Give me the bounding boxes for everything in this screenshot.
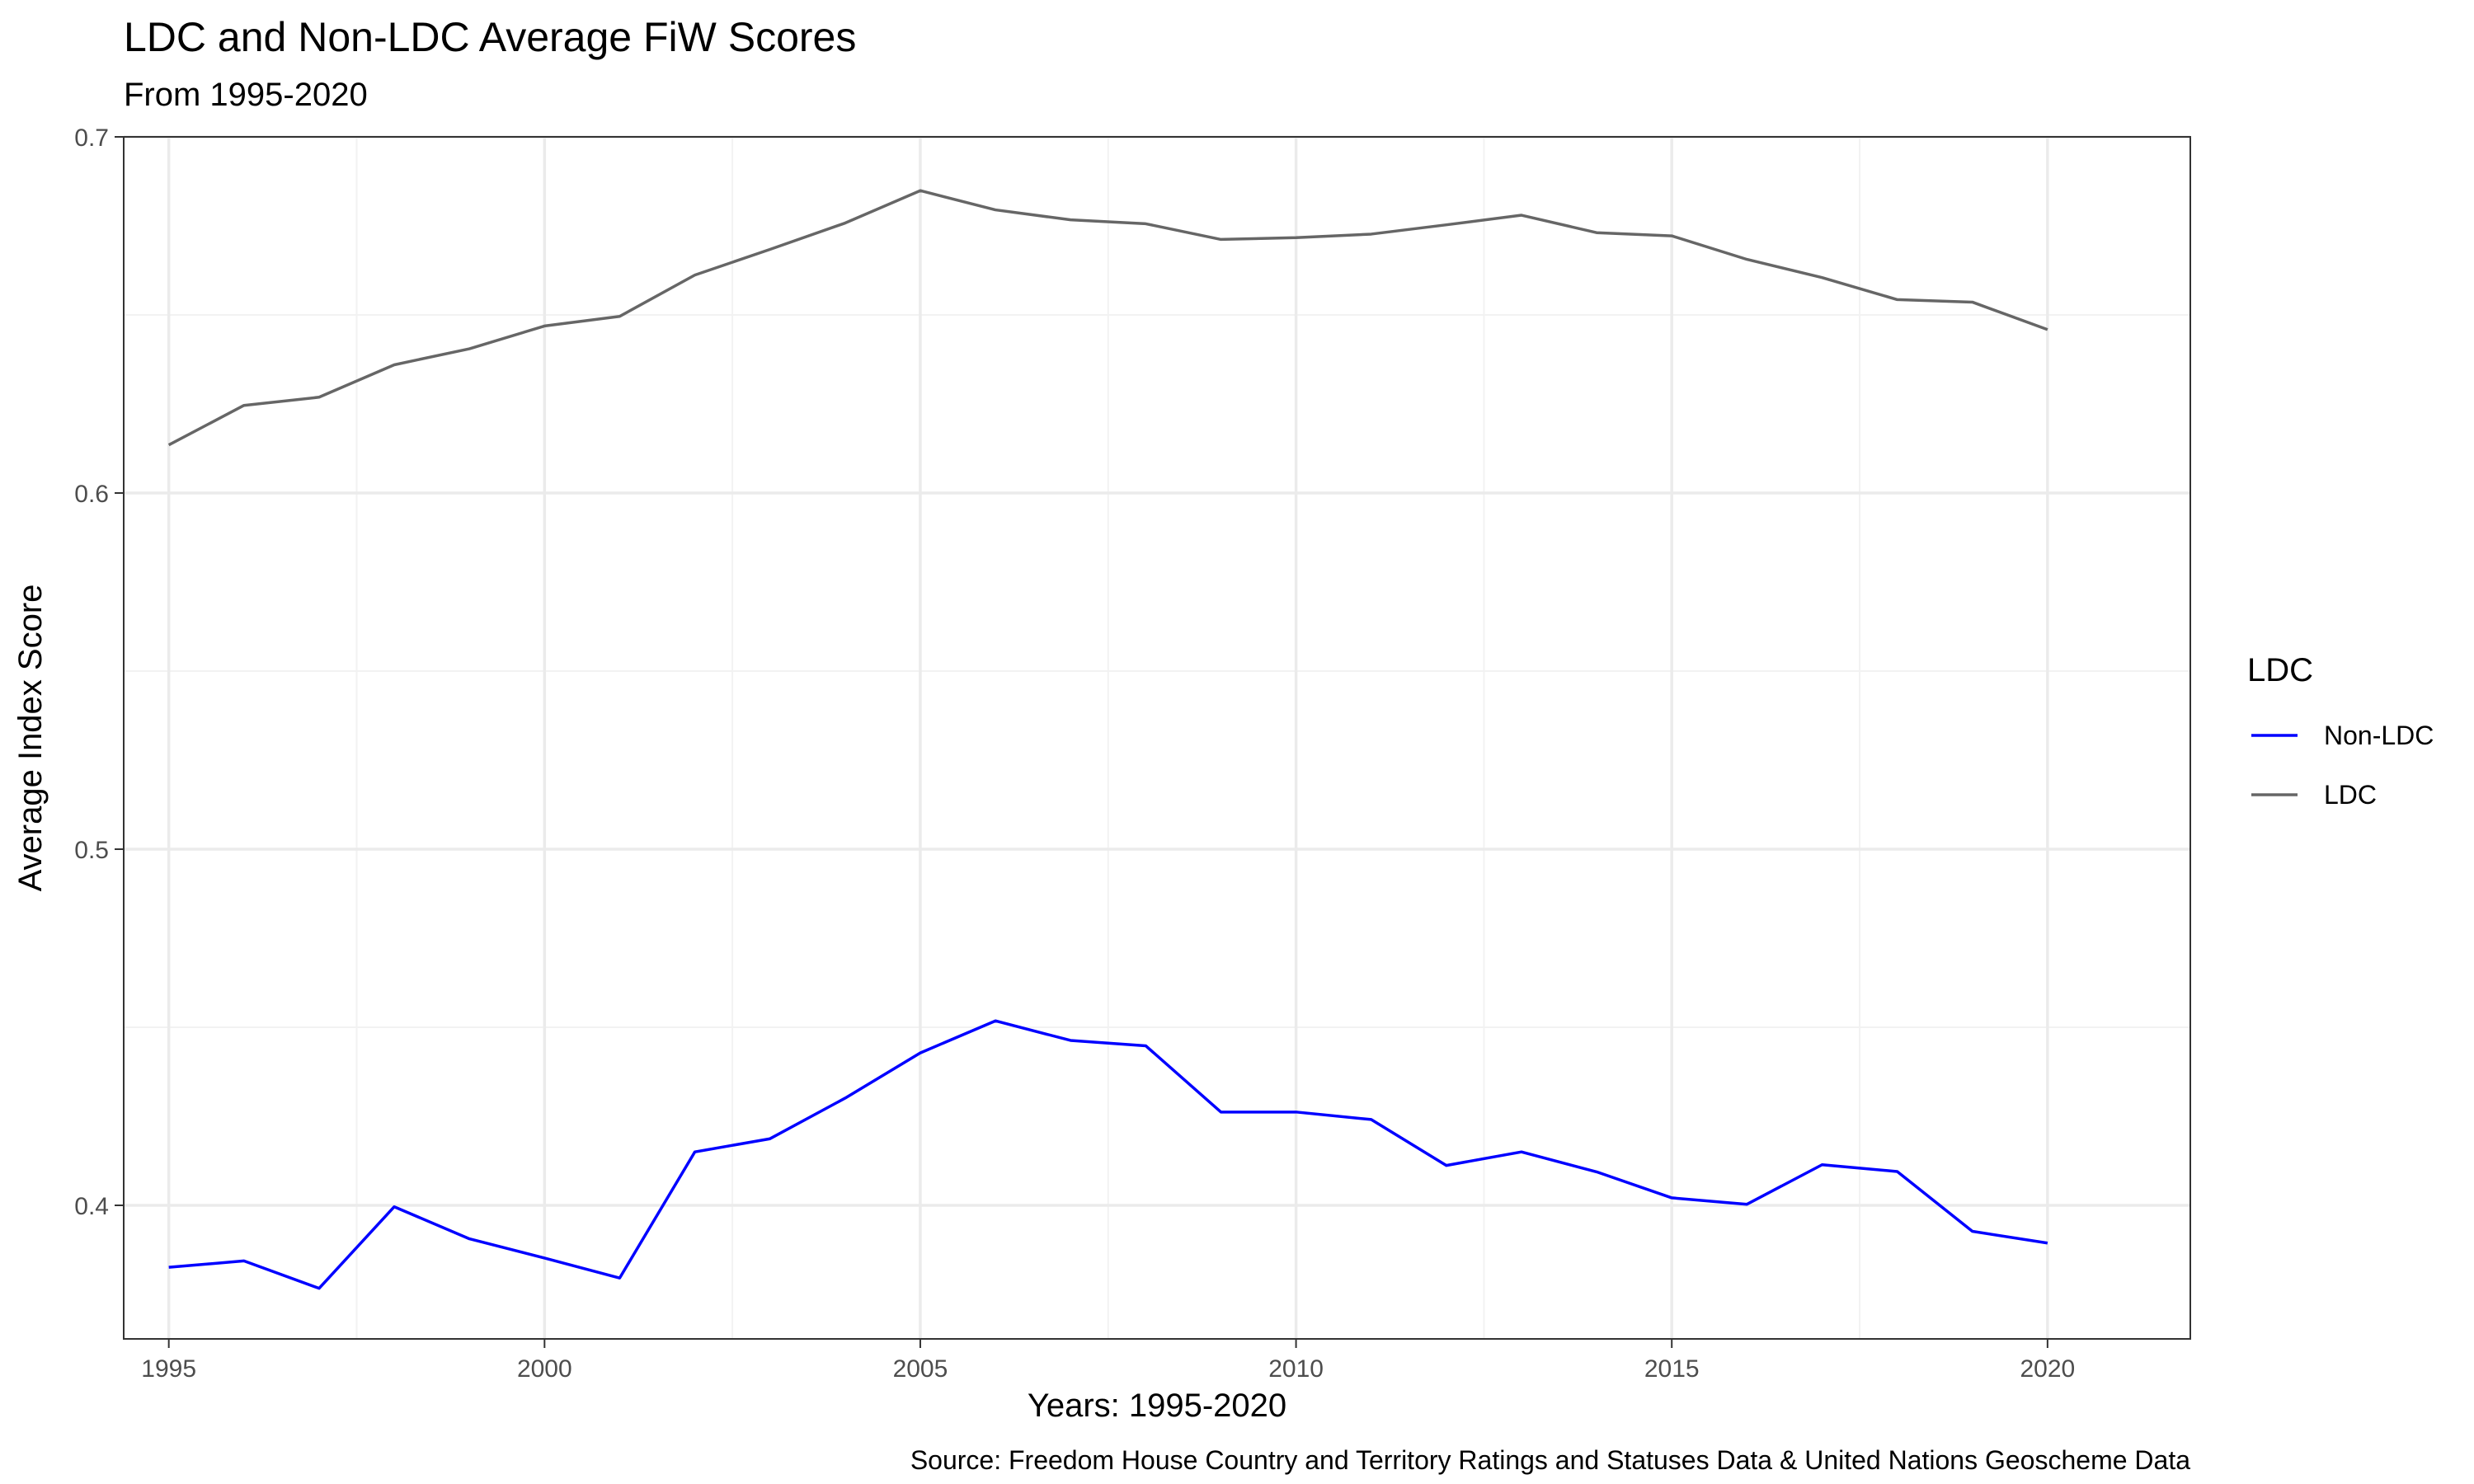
legend-label-non-ldc: Non-LDC — [2324, 721, 2434, 750]
x-axis-ticks: 1995 2000 2005 2010 2015 2020 — [141, 1339, 2075, 1383]
y-axis-ticks: 0.4 0.5 0.6 0.7 — [74, 124, 124, 1220]
legend-title: LDC — [2247, 652, 2313, 688]
legend: LDC Non-LDC LDC — [2247, 652, 2434, 810]
x-tick-label-5: 2020 — [2020, 1355, 2075, 1383]
minor-gridlines — [124, 137, 2190, 1339]
chart-subtitle: From 1995-2020 — [124, 77, 368, 113]
x-tick-label-1: 2000 — [517, 1355, 572, 1383]
x-tick-label-0: 1995 — [141, 1355, 196, 1383]
x-tick-label-2: 2005 — [893, 1355, 948, 1383]
series-line-ldc — [167, 189, 2048, 447]
x-tick-label-3: 2010 — [1268, 1355, 1324, 1383]
series-line-non-ldc — [168, 1019, 2048, 1290]
y-tick-label-2: 0.6 — [74, 481, 109, 508]
y-axis-title: Average Index Score — [12, 585, 49, 892]
major-gridlines — [124, 135, 2190, 1339]
legend-items: Non-LDC LDC — [2251, 721, 2434, 810]
legend-label-ldc: LDC — [2324, 780, 2377, 810]
plot-panel-border — [123, 136, 2191, 1340]
y-tick-label-0: 0.4 — [74, 1193, 109, 1220]
chart-caption: Source: Freedom House Country and Territ… — [910, 1445, 2190, 1475]
series-lines — [167, 189, 2048, 1290]
chart-title: LDC and Non-LDC Average FiW Scores — [124, 14, 856, 60]
y-tick-label-3: 0.7 — [74, 124, 109, 152]
x-tick-label-4: 2015 — [1644, 1355, 1700, 1383]
x-axis-title: Years: 1995-2020 — [1028, 1388, 1286, 1424]
y-tick-label-1: 0.5 — [74, 837, 109, 864]
